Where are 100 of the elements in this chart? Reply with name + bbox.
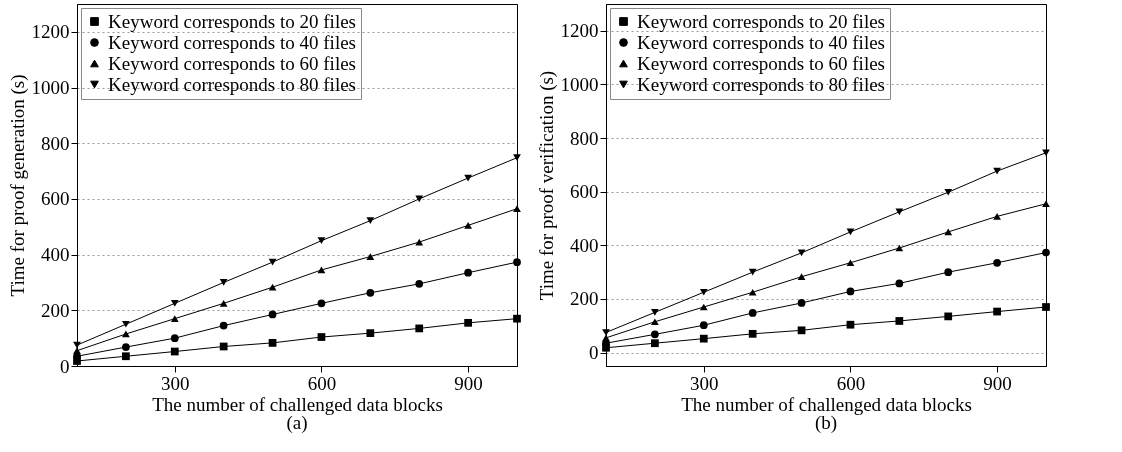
- point: [73, 341, 81, 349]
- point: [415, 324, 424, 333]
- x-tick-label: 900: [983, 372, 1012, 394]
- point: [268, 283, 277, 291]
- point: [1042, 200, 1050, 208]
- point: [748, 329, 757, 338]
- point: [366, 288, 375, 297]
- point: [699, 321, 708, 330]
- point: [122, 320, 130, 328]
- point: [699, 288, 708, 296]
- x-tick-label: 300: [161, 372, 190, 394]
- point: [748, 309, 757, 317]
- y-axis-title: Time for proof verification (s): [535, 70, 558, 301]
- point: [895, 208, 904, 216]
- point: [268, 310, 277, 319]
- point: [415, 279, 424, 288]
- point: [73, 347, 81, 355]
- x-axis-title: The number of challenged data blocks: [681, 393, 972, 415]
- text: (b): [814, 412, 838, 434]
- y-tick-label: 600: [570, 181, 599, 203]
- point: [268, 339, 277, 347]
- y-tick-label: 0: [60, 355, 70, 377]
- y-tick-label: 400: [570, 234, 599, 256]
- point: [993, 213, 1001, 220]
- x-tick-label: 600: [836, 372, 866, 394]
- point: [651, 318, 659, 326]
- point: [122, 343, 130, 351]
- point: [797, 299, 806, 307]
- y-tick-label: 1200: [560, 20, 599, 42]
- legend-label: Keyword corresponds to 80 files: [637, 73, 886, 95]
- point: [895, 279, 904, 288]
- point: [219, 279, 228, 286]
- point: [122, 352, 130, 361]
- legend-label: Keyword corresponds to 60 files: [108, 52, 357, 74]
- x-tick-label: 300: [690, 372, 719, 394]
- point: [651, 339, 659, 348]
- point: [748, 268, 757, 276]
- y-tick-label: 1200: [31, 21, 70, 43]
- point: [464, 222, 472, 229]
- legend-label: Keyword corresponds to 40 files: [637, 31, 886, 53]
- y-tick-label: 800: [41, 132, 70, 154]
- text: (a): [286, 412, 308, 434]
- point: [464, 318, 472, 327]
- point: [651, 330, 659, 339]
- point: [846, 320, 855, 329]
- point: [895, 317, 904, 325]
- point: [464, 268, 472, 277]
- y-axis-title: Time for proof generation (s): [6, 74, 29, 297]
- point: [944, 312, 953, 321]
- point: [513, 314, 521, 323]
- point: [797, 326, 806, 335]
- point: [170, 334, 179, 343]
- point: [846, 287, 855, 296]
- point: [846, 259, 855, 267]
- x-axis-title: The number of challenged data blocks: [152, 393, 443, 415]
- point: [268, 258, 277, 266]
- legend-label: Keyword corresponds to 40 files: [108, 31, 357, 53]
- y-tick-label: 0: [589, 342, 599, 364]
- y-tick-label: 400: [41, 244, 70, 266]
- y-tick-label: 200: [570, 288, 599, 310]
- point: [122, 330, 130, 338]
- point: [602, 329, 610, 336]
- x-tick-label: 900: [454, 372, 483, 394]
- point: [170, 299, 179, 307]
- legend-label: Keyword corresponds to 80 files: [108, 73, 357, 95]
- point: [366, 217, 375, 224]
- legend-label: Keyword corresponds to 60 files: [637, 52, 886, 74]
- point: [1042, 303, 1050, 311]
- point: [317, 299, 326, 308]
- point: [993, 258, 1001, 267]
- point: [513, 205, 521, 213]
- point: [170, 315, 179, 323]
- point: [513, 258, 521, 266]
- point: [944, 188, 953, 196]
- point: [651, 309, 659, 316]
- point: [317, 237, 326, 245]
- point: [219, 321, 228, 330]
- point: [748, 288, 757, 296]
- y-tick-label: 1000: [31, 77, 70, 99]
- point: [797, 249, 806, 257]
- point: [699, 334, 708, 343]
- point: [317, 266, 326, 274]
- point: [317, 333, 326, 341]
- point: [219, 342, 228, 351]
- point: [1042, 149, 1050, 157]
- point: [993, 167, 1001, 175]
- point: [219, 299, 228, 307]
- point: [602, 334, 610, 342]
- x-tick-label: 600: [307, 372, 337, 394]
- point: [1042, 248, 1050, 257]
- y-tick-label: 800: [570, 127, 599, 149]
- y-tick-label: 200: [41, 299, 70, 321]
- point: [944, 268, 953, 277]
- legend-label: Keyword corresponds to 20 files: [637, 10, 886, 32]
- point: [170, 347, 179, 356]
- point: [797, 273, 806, 281]
- y-tick-label: 600: [41, 188, 70, 210]
- point: [513, 154, 521, 162]
- point: [993, 307, 1001, 316]
- y-tick-label: 1000: [560, 73, 599, 95]
